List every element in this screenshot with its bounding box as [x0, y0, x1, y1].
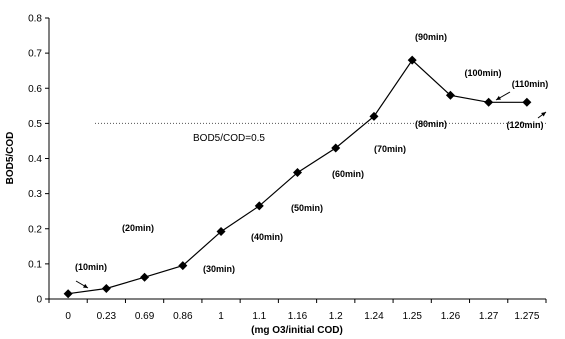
annotation-label: (100min) — [464, 68, 501, 78]
annotation-label: (120min) — [506, 120, 543, 130]
series-group — [64, 56, 532, 299]
x-tick-label: 1.27 — [479, 311, 499, 322]
x-tick-label: 1 — [218, 311, 224, 322]
y-axis-title: BOD5/COD — [5, 132, 16, 185]
annotation-label: (60min) — [332, 169, 364, 179]
x-tick-label: 1.24 — [364, 311, 384, 322]
x-tick-label: 1.1 — [252, 311, 266, 322]
reference-line-group: BOD5/COD=0.5 — [95, 123, 546, 144]
y-tick-label: 0.3 — [28, 189, 42, 200]
y-tick-label: 0.1 — [28, 259, 42, 270]
annotation-label: (80min) — [415, 119, 447, 129]
y-tick-label: 0.8 — [28, 14, 42, 25]
y-tick-label: 0.4 — [28, 154, 42, 165]
data-point — [102, 284, 111, 293]
annotation-label: (40min) — [251, 232, 283, 242]
annotation-label: (20min) — [122, 223, 154, 233]
x-tick-label: 0.69 — [135, 311, 155, 322]
x-ticks: 0 0.23 0.69 0.86 1 1.1 1.16 1.2 1.24 1.25 1.26 1.27… — [49, 299, 546, 322]
annotations-group: (10min) (20min) (30min) (40min) (50min) (60mi… — [75, 32, 548, 288]
annotation-label: (50min) — [291, 203, 323, 213]
y-tick-label: 0.6 — [28, 84, 42, 95]
annotation-label: (70min) — [374, 144, 406, 154]
y-tick-label: 0.7 — [28, 49, 42, 60]
x-tick-label: 1.25 — [402, 311, 422, 322]
data-point — [522, 98, 531, 107]
x-tick-label: 0.23 — [97, 311, 117, 322]
x-tick-label: 0 — [65, 311, 71, 322]
x-tick-label: 1.26 — [441, 311, 461, 322]
annotation-label: (10min) — [75, 262, 107, 272]
y-tick-label: 0.5 — [28, 119, 42, 130]
y-tick-label: 0.2 — [28, 224, 42, 235]
y-ticks: 0 0.1 0.2 0.3 0.4 0.5 0.6 0.7 0.8 — [28, 14, 49, 306]
data-point — [64, 289, 73, 298]
annotation-label: (90min) — [415, 32, 447, 42]
x-tick-label: 0.86 — [173, 311, 193, 322]
data-point — [484, 98, 493, 107]
axes — [49, 18, 546, 299]
data-point — [140, 273, 149, 282]
y-tick-label: 0 — [36, 295, 42, 306]
annotation-label: (110min) — [512, 79, 549, 89]
annotation-label: (30min) — [203, 264, 235, 274]
annotation-arrowhead — [541, 112, 546, 116]
x-axis-title: (mg O3/initial COD) — [251, 325, 343, 336]
x-tick-label: 1.2 — [329, 311, 343, 322]
x-tick-label: 1.275 — [514, 311, 539, 322]
x-tick-label: 1.16 — [288, 311, 308, 322]
reference-line-label: BOD5/COD=0.5 — [193, 133, 265, 144]
